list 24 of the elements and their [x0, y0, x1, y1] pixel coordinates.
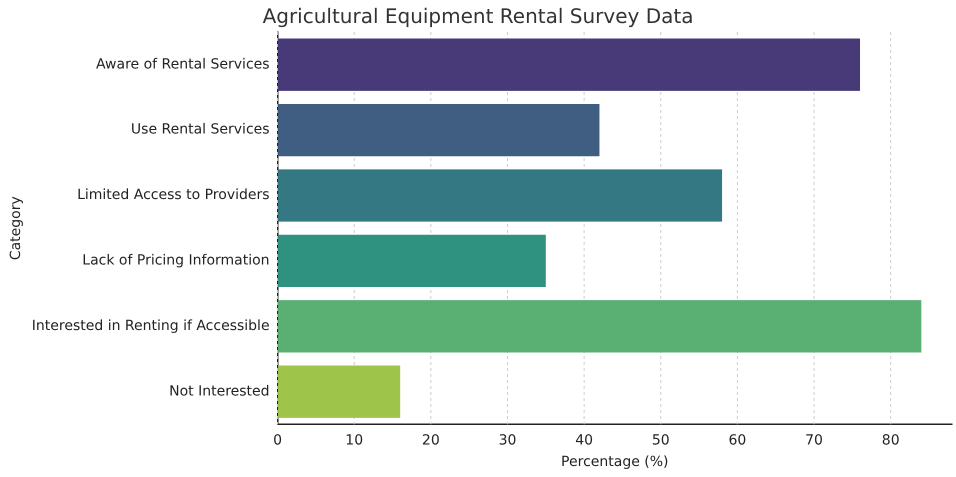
bar	[278, 38, 860, 91]
x-tick-label: 20	[422, 432, 440, 448]
bar	[278, 104, 600, 156]
x-tick-label: 80	[882, 432, 900, 448]
y-tick-label: Interested in Renting if Accessible	[32, 318, 270, 334]
x-tick-label: 50	[652, 432, 670, 448]
chart-title: Agricultural Equipment Rental Survey Data	[262, 4, 694, 28]
bar	[278, 366, 400, 418]
y-tick-label: Use Rental Services	[130, 122, 270, 138]
x-tick-label: 60	[728, 432, 746, 448]
bar	[278, 234, 546, 288]
y-tick-label: Aware of Rental Services	[96, 56, 270, 72]
x-tick-label: 30	[498, 432, 516, 448]
x-tick-label: 70	[805, 432, 823, 448]
y-tick-label: Limited Access to Providers	[77, 187, 270, 204]
y-tick-label: Lack of Pricing Information	[82, 252, 270, 269]
bar	[278, 169, 722, 222]
bar	[278, 300, 922, 352]
x-tick-label: 0	[273, 432, 282, 448]
x-tick-label: 10	[345, 432, 364, 448]
y-tick-label: Not Interested	[169, 383, 270, 400]
x-axis-title: Percentage (%)	[561, 454, 668, 470]
y-axis-title: Category	[8, 196, 24, 260]
x-tick-label: 40	[575, 432, 594, 448]
